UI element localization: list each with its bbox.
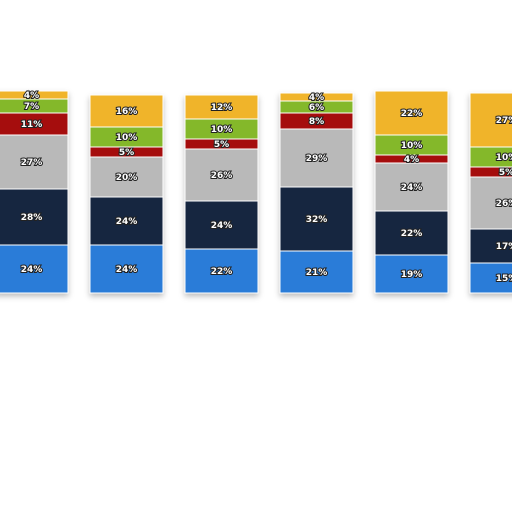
- bar-segment: [469, 92, 512, 148]
- value-label: 26%: [496, 199, 512, 209]
- value-label: 17%: [496, 242, 512, 252]
- bar-segment: [0, 90, 69, 100]
- bar-segment: [374, 254, 449, 294]
- value-label: 24%: [401, 183, 423, 193]
- bar-segment: [374, 162, 449, 212]
- value-label: 5%: [214, 140, 229, 150]
- value-label: 5%: [499, 168, 512, 178]
- bar-segment: [279, 92, 354, 102]
- bar-segment: [374, 90, 449, 136]
- value-label: 4%: [309, 93, 324, 103]
- value-label: 24%: [21, 265, 43, 275]
- value-label: 6%: [309, 103, 324, 113]
- bar-segment: [279, 128, 354, 188]
- value-label: 4%: [404, 155, 419, 165]
- value-label: 26%: [211, 171, 233, 181]
- value-label: 5%: [119, 148, 134, 158]
- bar-segment: [279, 186, 354, 252]
- value-label: 27%: [496, 116, 512, 126]
- value-label: 10%: [211, 125, 233, 135]
- value-label: 22%: [401, 229, 423, 239]
- value-label: 24%: [116, 265, 138, 275]
- bar-segment: [469, 176, 512, 230]
- value-label: 10%: [401, 141, 423, 151]
- bar-segment: [0, 244, 69, 294]
- value-label: 24%: [116, 217, 138, 227]
- bar-segment: [89, 94, 164, 128]
- bar-segment: [89, 244, 164, 294]
- bar-segment: [184, 94, 259, 120]
- value-label: 16%: [116, 107, 138, 117]
- bar-segment: [374, 210, 449, 256]
- value-label: 20%: [116, 173, 138, 183]
- value-label: 24%: [211, 221, 233, 231]
- value-label: 32%: [306, 215, 328, 225]
- bar-segment: [279, 250, 354, 294]
- value-label: 22%: [401, 109, 423, 119]
- value-label: 12%: [211, 103, 233, 113]
- value-label: 4%: [24, 91, 39, 101]
- bar-segment: [89, 196, 164, 246]
- bar-segment: [0, 134, 69, 190]
- value-label: 10%: [116, 133, 138, 143]
- bar-segment: [184, 248, 259, 294]
- bar-segment: [184, 200, 259, 250]
- value-label: 29%: [306, 154, 328, 164]
- value-label: 10%: [496, 153, 512, 163]
- value-label: 15%: [496, 274, 512, 284]
- bar-segment: [0, 188, 69, 246]
- bar-segment: [469, 228, 512, 264]
- labels: 24%28%27%11%7%4%24%24%20%5%10%16%22%24%2…: [20, 90, 512, 285]
- plot: [0, 90, 512, 294]
- value-label: 21%: [306, 268, 328, 278]
- bar-segment: [89, 156, 164, 198]
- value-label: 11%: [21, 120, 43, 130]
- value-label: 22%: [211, 267, 233, 277]
- value-label: 7%: [24, 102, 39, 112]
- value-label: 19%: [401, 270, 423, 280]
- value-label: 28%: [21, 213, 43, 223]
- bar-segment: [184, 148, 259, 202]
- value-label: 8%: [309, 117, 324, 127]
- value-label: 27%: [21, 158, 43, 168]
